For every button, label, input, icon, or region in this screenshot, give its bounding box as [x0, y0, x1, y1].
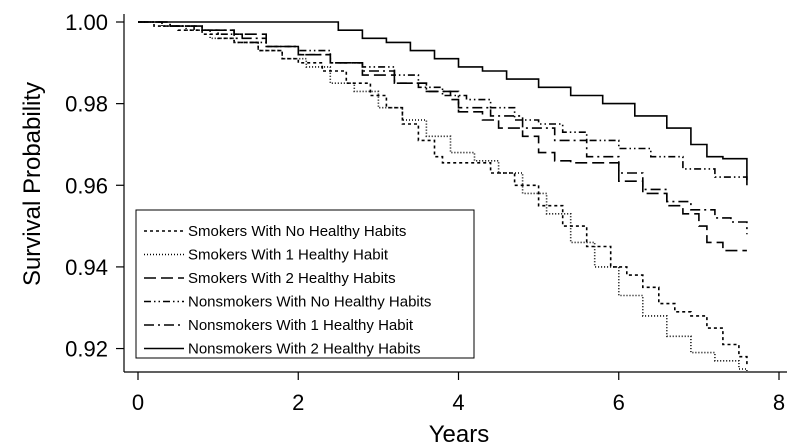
- legend-label: Smokers With 1 Healthy Habit: [188, 247, 389, 264]
- legend: Smokers With No Healthy Habits Smokers Wi…: [135, 209, 475, 359]
- x-tick-label: 6: [613, 390, 625, 415]
- x-tick-label: 4: [452, 390, 464, 415]
- series-lines: [138, 21, 748, 371]
- y-tick-label: 1.00: [65, 10, 108, 35]
- series-line-6: [138, 21, 748, 186]
- y-tick-label: 0.96: [65, 173, 108, 198]
- y-tick-label: 0.92: [65, 337, 108, 362]
- legend-box: [135, 209, 475, 359]
- x-tick-label: 0: [132, 390, 144, 415]
- series-line-2: [138, 21, 748, 371]
- x-tick-label: 2: [292, 390, 304, 415]
- x-tick-label: 8: [773, 390, 785, 415]
- axis-ticks: 0 2 4 6 8 0.92 0.94 0.96 0.98 1.00: [65, 10, 785, 415]
- legend-label: Smokers With No Healthy Habits: [188, 223, 406, 240]
- y-tick-label: 0.98: [65, 92, 108, 117]
- axes: [123, 14, 787, 373]
- legend-label: Nonsmokers With No Healthy Habits: [188, 294, 431, 311]
- y-axis-title: Survival Probability: [19, 82, 46, 286]
- legend-label: Nonsmokers With 2 Healthy Habits: [188, 341, 421, 358]
- x-axis-title: Years: [429, 421, 490, 446]
- legend-label: Smokers With 2 Healthy Habits: [188, 270, 396, 287]
- series-line-5: [138, 21, 748, 235]
- series-line-4: [138, 21, 748, 182]
- y-tick-label: 0.94: [65, 255, 108, 280]
- legend-label: Nonsmokers With 1 Healthy Habit: [188, 317, 414, 334]
